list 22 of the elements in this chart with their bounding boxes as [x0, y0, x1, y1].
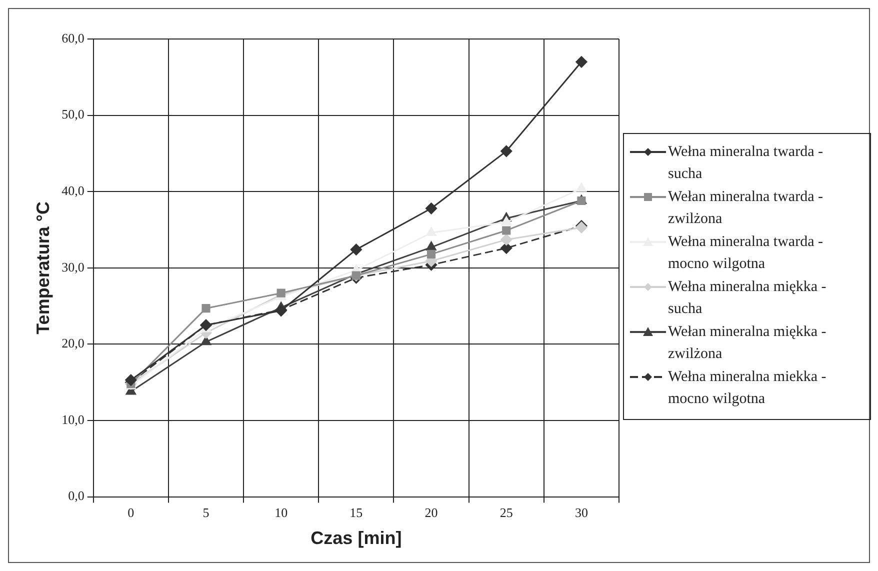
x-tick-label: 10 — [274, 505, 288, 520]
y-tick-label: 40,0 — [62, 183, 84, 198]
y-tick-label: 60,0 — [62, 30, 84, 46]
y-tick-label: 50,0 — [62, 106, 84, 122]
legend-label: Wełna mineralna miękka - sucha — [668, 278, 828, 319]
y-tick-label: 20,0 — [62, 336, 84, 351]
x-tick-label: 30 — [574, 505, 588, 520]
y-tick-label: 30,0 — [62, 259, 84, 274]
x-tick-label: 20 — [424, 505, 438, 520]
x-tick-label: 0 — [128, 505, 134, 520]
x-axis-title: Czas [min] — [310, 528, 402, 548]
legend-label: Wełna mineralna twarda - sucha — [668, 143, 824, 184]
x-tick-label: 15 — [350, 505, 363, 520]
legend-label: Wełan mineralna twarda - zwilżona — [668, 188, 824, 229]
legend-label: Wełna mineralna twarda - mocno wilgotna — [668, 233, 824, 274]
y-axis-title: Temperatura °C — [32, 201, 53, 334]
x-tick-label: 25 — [500, 505, 513, 520]
legend-label: Wełan mineralna miękka - zwilżona — [668, 323, 828, 364]
y-tick-label: 0,0 — [68, 488, 84, 504]
legend-label: Wełna mineralna miekka - mocno wilgotna — [668, 368, 828, 409]
y-tick-label: 10,0 — [62, 412, 84, 427]
x-tick-label: 5 — [202, 505, 210, 520]
